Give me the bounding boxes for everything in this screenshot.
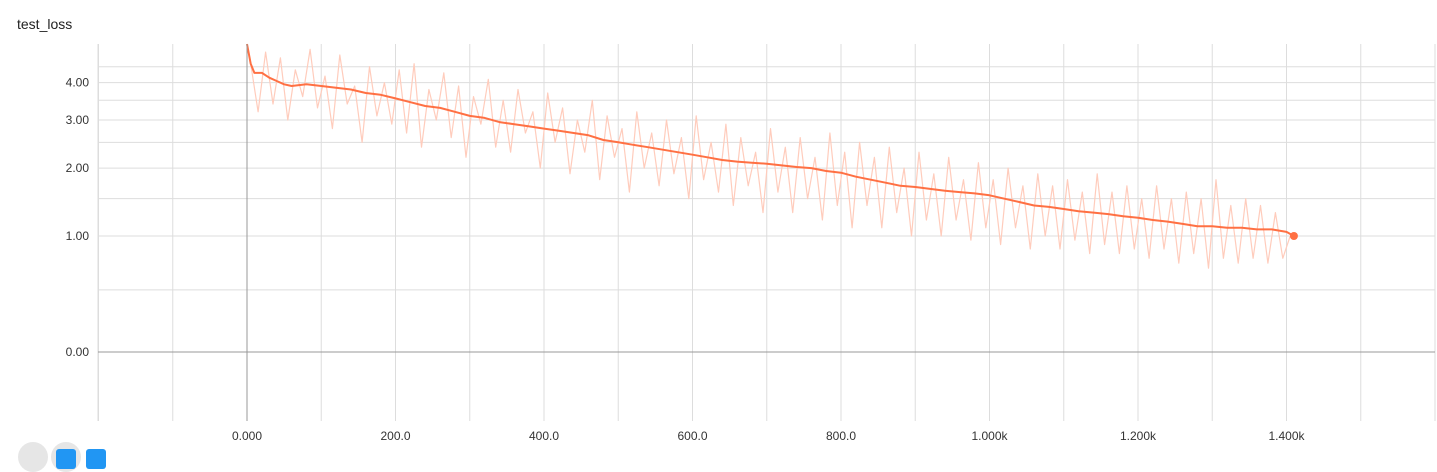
line-chart[interactable]: 0.000 200.0 400.0 600.0 800.0 1.000k 1.200k 1.4… xyxy=(0,0,1437,452)
raw-loss-line xyxy=(250,48,1291,269)
x-tick-label: 1.200k xyxy=(1120,429,1157,443)
x-tick-label: 600.0 xyxy=(677,429,707,443)
y-tick-label: 4.00 xyxy=(66,76,90,90)
grid xyxy=(97,44,1436,421)
last-point-marker[interactable] xyxy=(1289,232,1298,240)
x-tick-label: 0.000 xyxy=(232,429,262,443)
chart-controls xyxy=(18,440,118,472)
smoothed-series xyxy=(246,43,1298,240)
axes xyxy=(98,44,1435,421)
x-tick-label: 200.0 xyxy=(380,429,410,443)
expand-icon[interactable] xyxy=(18,442,48,472)
y-tick-label: 2.00 xyxy=(66,161,90,175)
y-tick-label: 1.00 xyxy=(66,229,90,243)
x-tick-label: 800.0 xyxy=(826,429,856,443)
tick-labels: 0.000 200.0 400.0 600.0 800.0 1.000k 1.200k 1.4… xyxy=(66,76,1306,443)
smoothed-loss-line xyxy=(246,43,1295,237)
x-tick-label: 1.000k xyxy=(971,429,1008,443)
data-selection-icon[interactable] xyxy=(56,449,76,469)
chart-title: test_loss xyxy=(17,16,73,32)
raw-series xyxy=(250,48,1291,269)
x-tick-label: 400.0 xyxy=(529,429,559,443)
fit-domain-icon[interactable] xyxy=(86,449,106,469)
y-tick-label: 0.00 xyxy=(66,345,90,359)
x-tick-label: 1.400k xyxy=(1268,429,1305,443)
y-tick-label: 3.00 xyxy=(66,113,90,127)
